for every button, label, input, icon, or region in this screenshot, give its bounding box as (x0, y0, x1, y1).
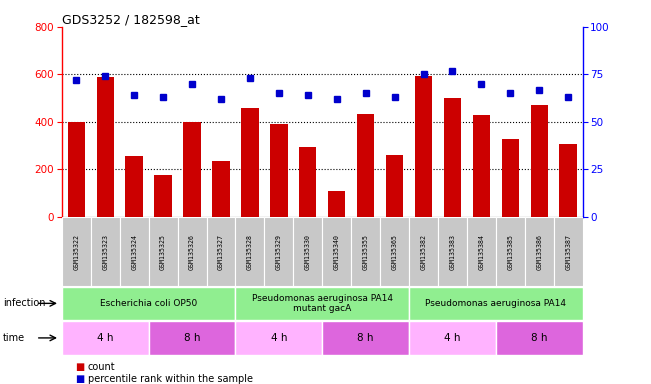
Bar (126, 156, 143, 217)
Bar (299, 147, 316, 217)
Bar (242, 108, 258, 217)
Text: GSM135326: GSM135326 (189, 233, 195, 270)
Bar (212, 161, 230, 217)
Bar (502, 139, 519, 217)
Bar (409, 287, 583, 320)
Bar (525, 217, 554, 286)
Bar (178, 217, 206, 286)
Text: GSM135386: GSM135386 (536, 233, 542, 270)
Bar (322, 217, 351, 286)
Bar (294, 217, 322, 286)
Bar (90, 217, 120, 286)
Text: ■: ■ (75, 362, 84, 372)
Text: GSM135340: GSM135340 (334, 233, 340, 270)
Text: GSM135325: GSM135325 (160, 233, 166, 270)
Bar (351, 217, 380, 286)
Bar (409, 321, 496, 354)
Text: 8 h: 8 h (184, 333, 201, 343)
Bar (264, 217, 294, 286)
Bar (467, 217, 496, 286)
Bar (270, 124, 288, 217)
Bar (386, 155, 403, 217)
Text: GSM135383: GSM135383 (449, 233, 456, 270)
Text: time: time (3, 333, 25, 343)
Bar (68, 122, 85, 217)
Bar (184, 122, 201, 217)
Bar (554, 217, 583, 286)
Bar (62, 217, 90, 286)
Text: GSM135329: GSM135329 (276, 233, 282, 270)
Text: 4 h: 4 h (97, 333, 113, 343)
Text: GSM135328: GSM135328 (247, 233, 253, 270)
Text: Pseudomonas aeruginosa PA14: Pseudomonas aeruginosa PA14 (425, 299, 566, 308)
Bar (96, 77, 114, 217)
Text: count: count (88, 362, 115, 372)
Text: 8 h: 8 h (357, 333, 374, 343)
Bar (154, 175, 172, 217)
Bar (120, 217, 148, 286)
Bar (415, 76, 432, 217)
Bar (380, 217, 409, 286)
Text: GSM135330: GSM135330 (305, 233, 311, 270)
Text: GSM135382: GSM135382 (421, 233, 426, 270)
Text: GSM135355: GSM135355 (363, 233, 368, 270)
Text: GSM135387: GSM135387 (565, 233, 571, 270)
Bar (496, 321, 583, 354)
Bar (409, 217, 438, 286)
Bar (438, 217, 467, 286)
Bar (531, 105, 548, 217)
Text: infection: infection (3, 298, 46, 308)
Bar (328, 191, 346, 217)
Bar (496, 217, 525, 286)
Bar (444, 98, 461, 217)
Text: 4 h: 4 h (271, 333, 287, 343)
Bar (236, 217, 264, 286)
Text: Escherichia coli OP50: Escherichia coli OP50 (100, 299, 197, 308)
Bar (148, 321, 236, 354)
Bar (236, 287, 409, 320)
Text: GSM135327: GSM135327 (218, 233, 224, 270)
Bar (62, 287, 236, 320)
Text: 8 h: 8 h (531, 333, 547, 343)
Text: percentile rank within the sample: percentile rank within the sample (88, 374, 253, 384)
Bar (62, 321, 148, 354)
Text: 4 h: 4 h (444, 333, 461, 343)
Text: GSM135322: GSM135322 (74, 233, 79, 270)
Bar (236, 321, 322, 354)
Text: GSM135385: GSM135385 (507, 233, 513, 270)
Text: GSM135365: GSM135365 (392, 233, 398, 270)
Text: GSM135323: GSM135323 (102, 233, 108, 270)
Bar (148, 217, 178, 286)
Text: GSM135384: GSM135384 (478, 233, 484, 270)
Bar (322, 321, 409, 354)
Bar (473, 115, 490, 217)
Bar (357, 114, 374, 217)
Text: ■: ■ (75, 374, 84, 384)
Bar (559, 144, 577, 217)
Text: GDS3252 / 182598_at: GDS3252 / 182598_at (62, 13, 200, 26)
Bar (206, 217, 236, 286)
Text: Pseudomonas aeruginosa PA14
mutant gacA: Pseudomonas aeruginosa PA14 mutant gacA (252, 294, 393, 313)
Text: GSM135324: GSM135324 (132, 233, 137, 270)
